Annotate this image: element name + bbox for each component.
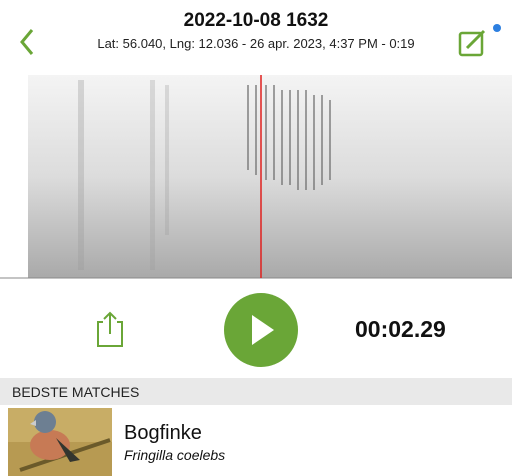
match-name[interactable]: Bogfinke xyxy=(124,422,202,445)
recording-subtitle: Lat: 56.040, Lng: 12.036 - 26 apr. 2023,… xyxy=(80,36,432,52)
play-button[interactable] xyxy=(224,293,298,367)
section-heading: BEDSTE MATCHES xyxy=(12,384,139,400)
spectrogram xyxy=(0,75,512,278)
playback-time: 00:02.29 xyxy=(355,316,446,343)
share-button[interactable] xyxy=(98,313,122,346)
recording-title: 2022-10-08 1632 xyxy=(0,10,512,32)
bird-thumbnail xyxy=(8,408,112,476)
app-screen: 2022-10-08 1632 Lat: 56.040, Lng: 12.036… xyxy=(0,0,512,476)
match-latin: Fringilla coelebs xyxy=(124,447,225,463)
back-button[interactable] xyxy=(22,30,32,54)
